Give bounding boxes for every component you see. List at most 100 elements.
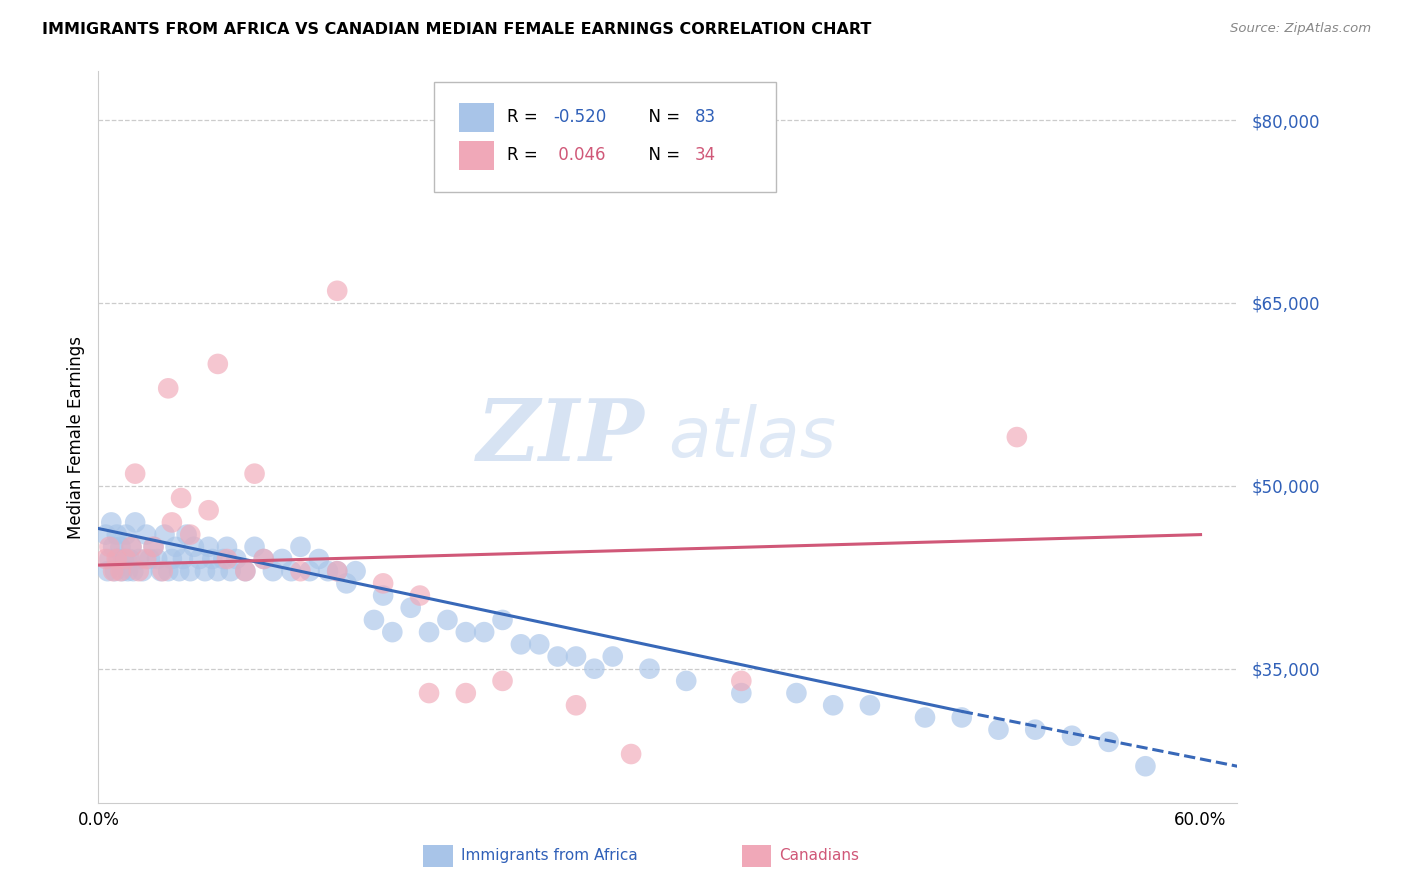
Point [179, 527, 201, 541]
Point [298, 564, 321, 578]
Point [170, 491, 193, 505]
FancyBboxPatch shape [460, 141, 494, 170]
Point [112, 552, 135, 566]
Point [183, 540, 205, 554]
Point [128, 564, 150, 578]
Point [399, 600, 422, 615]
Point [215, 540, 238, 554]
Point [207, 564, 229, 578]
Text: Source: ZipAtlas.com: Source: ZipAtlas.com [1230, 22, 1371, 36]
Point [105, 527, 128, 541]
Point [235, 564, 257, 578]
Point [914, 710, 936, 724]
Text: IMMIGRANTS FROM AFRICA VS CANADIAN MEDIAN FEMALE EARNINGS CORRELATION CHART: IMMIGRANTS FROM AFRICA VS CANADIAN MEDIA… [42, 22, 872, 37]
Point [316, 564, 339, 578]
Point [491, 673, 513, 688]
Text: 0.046: 0.046 [553, 146, 606, 164]
Point [176, 527, 198, 541]
Point [547, 649, 569, 664]
Point [197, 540, 219, 554]
Point [194, 564, 217, 578]
Point [675, 673, 697, 688]
Text: R =: R = [508, 146, 543, 164]
Point [335, 576, 357, 591]
Point [104, 564, 127, 578]
Point [149, 564, 172, 578]
Point [454, 625, 477, 640]
Point [253, 552, 276, 566]
FancyBboxPatch shape [434, 82, 776, 192]
Point [219, 564, 242, 578]
Text: R =: R = [508, 109, 543, 127]
Point [280, 564, 302, 578]
Text: Canadians: Canadians [779, 848, 859, 863]
Point [172, 552, 194, 566]
Point [107, 552, 129, 566]
Point [157, 564, 180, 578]
Text: N =: N = [638, 146, 686, 164]
Point [253, 552, 276, 566]
Point [117, 564, 139, 578]
Point [115, 552, 138, 566]
Point [418, 625, 440, 640]
Text: atlas: atlas [668, 403, 835, 471]
Point [124, 516, 146, 530]
FancyBboxPatch shape [460, 103, 494, 132]
Point [1135, 759, 1157, 773]
Point [197, 503, 219, 517]
FancyBboxPatch shape [742, 846, 772, 867]
Point [142, 540, 165, 554]
Point [381, 625, 404, 640]
Point [98, 552, 121, 566]
Point [135, 527, 157, 541]
Point [207, 357, 229, 371]
Point [101, 564, 124, 578]
Point [165, 540, 187, 554]
Point [94, 527, 117, 541]
Point [509, 637, 531, 651]
Point [110, 540, 132, 554]
Point [271, 552, 294, 566]
Point [565, 649, 588, 664]
Point [1098, 735, 1121, 749]
Point [110, 564, 132, 578]
Point [290, 540, 312, 554]
Point [98, 540, 121, 554]
Text: ZIP: ZIP [477, 395, 645, 479]
Point [326, 284, 349, 298]
Point [436, 613, 458, 627]
Point [987, 723, 1010, 737]
Point [97, 564, 120, 578]
Point [262, 564, 284, 578]
Point [638, 662, 661, 676]
Point [146, 552, 169, 566]
Point [326, 564, 349, 578]
Point [243, 467, 266, 481]
Text: N =: N = [638, 109, 686, 127]
Point [491, 613, 513, 627]
Point [371, 576, 394, 591]
Point [121, 540, 143, 554]
Point [235, 564, 257, 578]
Point [152, 564, 174, 578]
Point [225, 552, 247, 566]
Point [418, 686, 440, 700]
Point [950, 710, 973, 724]
Point [153, 527, 176, 541]
Text: Immigrants from Africa: Immigrants from Africa [461, 848, 637, 863]
Point [135, 552, 157, 566]
Point [344, 564, 367, 578]
Point [160, 516, 183, 530]
Y-axis label: Median Female Earnings: Median Female Earnings [66, 335, 84, 539]
Point [472, 625, 495, 640]
Point [454, 686, 477, 700]
FancyBboxPatch shape [423, 846, 453, 867]
Point [215, 552, 238, 566]
Point [565, 698, 588, 713]
Point [409, 589, 432, 603]
Point [121, 540, 143, 554]
Point [1024, 723, 1046, 737]
Point [139, 552, 162, 566]
Point [290, 564, 312, 578]
Point [122, 564, 145, 578]
